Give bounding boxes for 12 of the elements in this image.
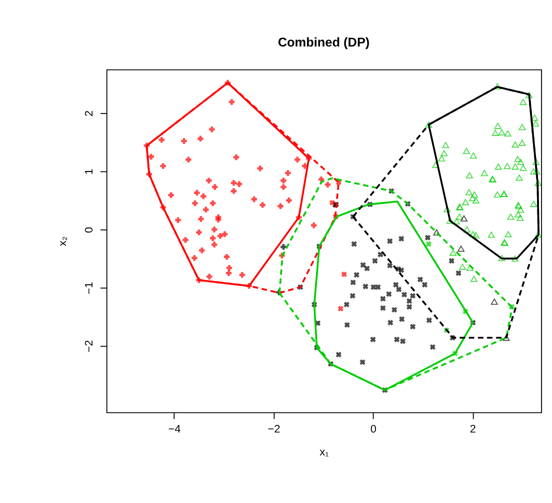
y-tick-label: −1 bbox=[83, 282, 96, 294]
y-tick-label: 1 bbox=[83, 168, 96, 175]
y-axis-title: x₂ bbox=[56, 236, 69, 246]
x-axis-title: x₁ bbox=[320, 446, 330, 458]
y-tick-label: 2 bbox=[83, 110, 96, 117]
chart-title: Combined (DP) bbox=[278, 34, 370, 50]
x-tick-label: −4 bbox=[168, 424, 181, 436]
x-tick-label: 2 bbox=[470, 424, 476, 436]
x-tick-label: 0 bbox=[370, 424, 376, 436]
y-tick-label: −2 bbox=[83, 340, 96, 353]
y-tick-label: 0 bbox=[83, 226, 96, 233]
x-tick-label: −2 bbox=[268, 424, 280, 436]
